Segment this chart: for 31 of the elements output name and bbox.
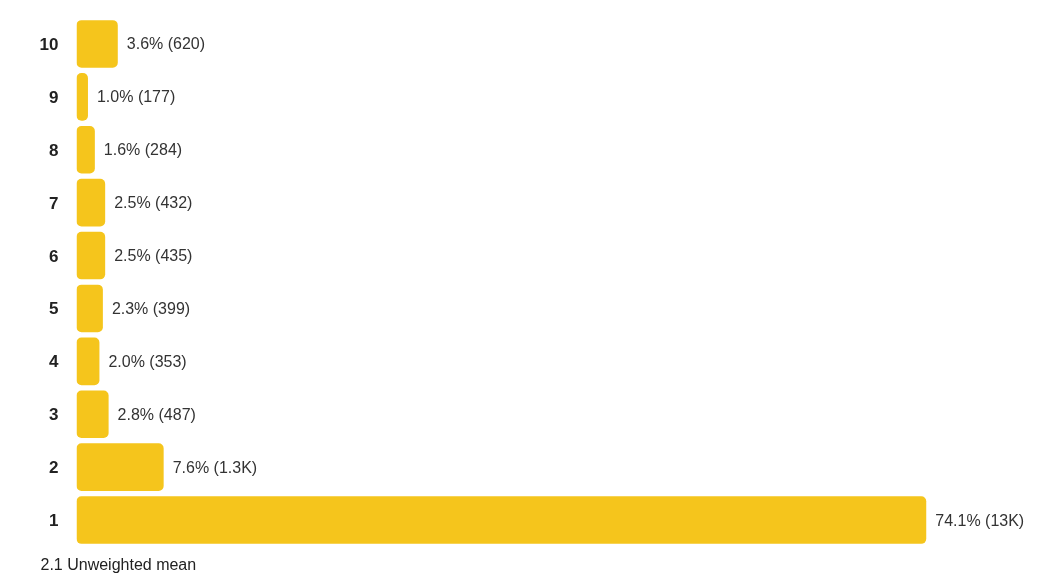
y-tick-label: 3 [49,405,59,425]
y-tick-label: 7 [49,193,59,213]
y-tick-label: 2 [49,458,59,478]
bar [76,443,164,491]
data-label: 1.6% (284) [103,141,183,159]
bar [76,73,88,121]
y-tick-label: 8 [49,140,59,160]
bar [76,390,109,439]
bar [76,337,100,386]
y-tick-label: 6 [49,246,59,266]
bar [76,178,106,227]
data-label: 2.5% (435) [114,247,193,265]
data-label: 2.8% (487) [117,405,196,423]
y-tick-label: 10 [39,34,59,54]
bar [76,496,927,544]
bar [76,125,95,174]
data-label: 1.0% (177) [96,88,176,106]
data-label: 7.6% (1.3K) [172,458,258,476]
y-tick-label: 5 [49,299,59,319]
bar [76,231,106,280]
data-label: 2.5% (432) [114,194,193,212]
bar [76,284,103,333]
bar [76,20,118,68]
data-label: 3.6% (620) [126,35,206,53]
data-label: 2.0% (353) [108,352,187,370]
text: 2.1 Unweighted mean [40,555,197,573]
data-label: 2.3% (399) [111,299,191,317]
data-label: 74.1% (13K) [935,511,1025,529]
y-tick-label: 1 [49,511,59,531]
y-tick-label: 9 [49,87,59,107]
y-tick-label: 4 [49,352,60,372]
